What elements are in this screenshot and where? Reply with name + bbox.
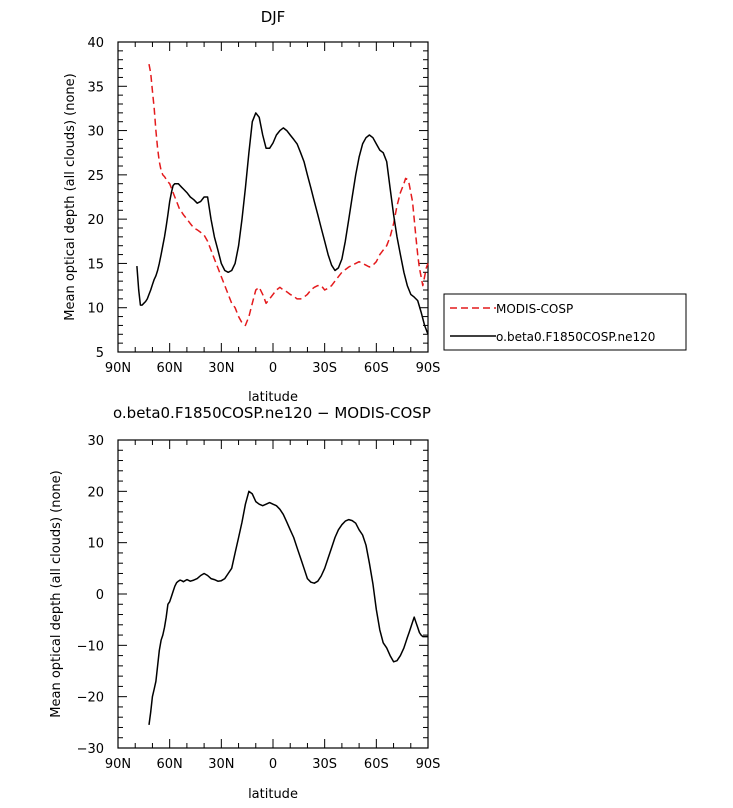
legend: MODIS-COSP o.beta0.F1850COSP.ne120 bbox=[443, 293, 687, 351]
x-tick-label: 90N bbox=[105, 361, 131, 376]
y-tick-label: −20 bbox=[77, 691, 104, 706]
chart-title: o.beta0.F1850COSP.ne120 − MODIS-COSP bbox=[113, 404, 431, 422]
chart-title: DJF bbox=[261, 8, 286, 26]
x-tick-label: 60S bbox=[364, 757, 389, 772]
x-tick-label: 90N bbox=[105, 757, 131, 772]
x-tick-label: 0 bbox=[269, 361, 277, 376]
y-tick-label: −10 bbox=[77, 639, 104, 654]
x-axis-label: latitude bbox=[248, 787, 298, 802]
x-tick-label: 60S bbox=[364, 361, 389, 376]
plot-frame bbox=[117, 439, 429, 749]
y-tick-label: 30 bbox=[87, 434, 104, 449]
y-tick-label: 40 bbox=[87, 36, 104, 51]
y-tick-label: 5 bbox=[96, 346, 104, 361]
x-tick-label: 30S bbox=[312, 757, 337, 772]
y-tick-label: −30 bbox=[77, 742, 104, 757]
x-tick-label: 60N bbox=[157, 757, 183, 772]
y-tick-label: 10 bbox=[87, 302, 104, 317]
y-tick-label: 35 bbox=[87, 80, 104, 95]
y-tick-label: 15 bbox=[87, 257, 104, 272]
legend-label: o.beta0.F1850COSP.ne120 bbox=[496, 330, 655, 344]
chart-1: DJF 90N 60N 30N 0 30S 60S 90S 5 10 15 20 25 30 35 40 lat… bbox=[63, 8, 687, 405]
plot-frame bbox=[117, 41, 429, 353]
x-tick-label: 90S bbox=[416, 757, 441, 772]
x-axis-label: latitude bbox=[248, 390, 298, 405]
chart-2: o.beta0.F1850COSP.ne120 − MODIS-COSP 90N 6… bbox=[49, 404, 440, 802]
x-tick-label: 30S bbox=[312, 361, 337, 376]
x-tick-label: 90S bbox=[416, 361, 441, 376]
y-tick-label: 20 bbox=[87, 213, 104, 228]
y-tick-label: 25 bbox=[87, 169, 104, 184]
legend-label: MODIS-COSP bbox=[496, 302, 573, 316]
y-tick-label: 10 bbox=[87, 537, 104, 552]
y-tick-label: 20 bbox=[87, 485, 104, 500]
series-line-o-beta0-f1850cosp-ne120 bbox=[136, 112, 429, 335]
y-tick-label: 30 bbox=[87, 125, 104, 140]
legend-box bbox=[443, 293, 687, 351]
y-tick-label: 0 bbox=[96, 588, 104, 603]
x-tick-label: 0 bbox=[269, 757, 277, 772]
series-line-difference bbox=[148, 490, 428, 725]
y-axis-label: Mean optical depth (all clouds) (none) bbox=[63, 73, 78, 320]
y-axis-label: Mean optical depth (all clouds) (none) bbox=[49, 470, 64, 717]
x-tick-label: 30N bbox=[208, 361, 234, 376]
series-line-modis-cosp bbox=[148, 63, 429, 327]
x-tick-label: 60N bbox=[157, 361, 183, 376]
x-tick-label: 30N bbox=[208, 757, 234, 772]
